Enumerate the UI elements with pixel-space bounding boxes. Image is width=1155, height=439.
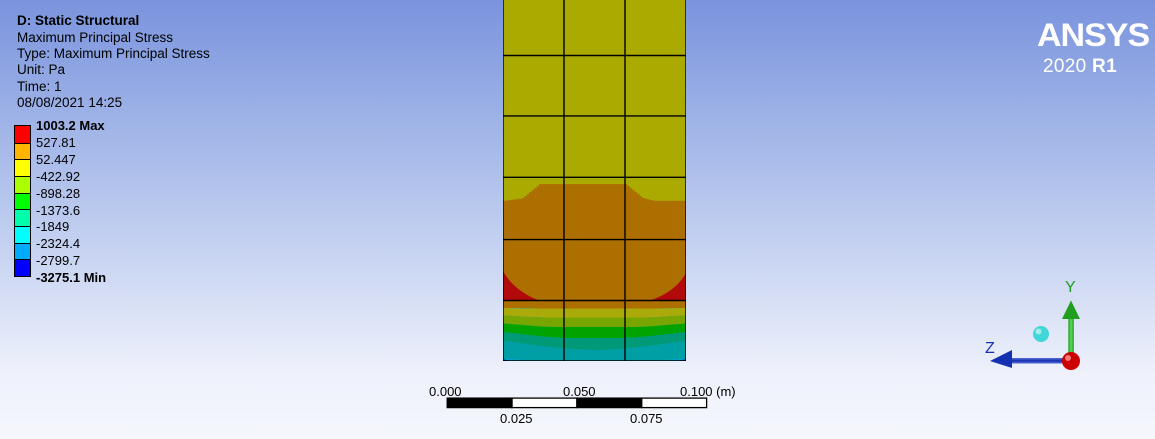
- svg-text:Z: Z: [985, 340, 995, 357]
- svg-text:Y: Y: [1065, 279, 1076, 296]
